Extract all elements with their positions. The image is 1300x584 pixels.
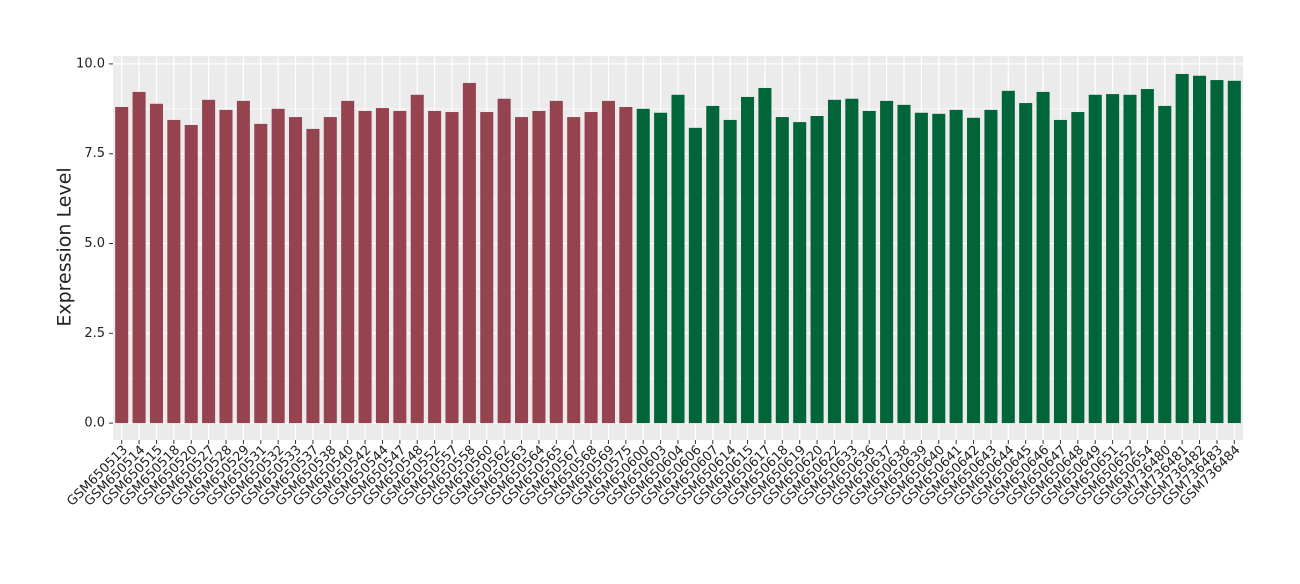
bar <box>706 105 720 424</box>
bar <box>358 110 372 424</box>
bar <box>1071 112 1085 424</box>
bar <box>1193 75 1207 424</box>
bar <box>532 110 546 424</box>
bar <box>497 98 511 424</box>
bar <box>1210 80 1224 424</box>
y-tick-label: 2.5 <box>84 326 105 341</box>
bar <box>827 99 841 424</box>
y-tick-label: 5.0 <box>84 236 105 251</box>
bar <box>671 94 685 424</box>
bar <box>1140 89 1154 424</box>
bar <box>271 108 285 424</box>
bar <box>862 110 876 424</box>
bar <box>636 108 650 424</box>
bar <box>254 123 268 424</box>
bar <box>236 100 250 424</box>
bar <box>323 117 337 424</box>
bar <box>1001 90 1015 424</box>
bar <box>880 100 894 424</box>
bar <box>949 109 963 424</box>
bar <box>897 104 911 424</box>
y-tick-label: 7.5 <box>84 146 105 161</box>
bar <box>306 128 320 424</box>
bar <box>549 100 563 424</box>
bar <box>793 122 807 424</box>
bar <box>567 117 581 424</box>
y-tick-label: 0.0 <box>84 416 105 431</box>
bar <box>410 94 424 424</box>
bar <box>810 115 824 424</box>
bar <box>775 117 789 424</box>
bar <box>341 100 355 424</box>
bar <box>132 91 146 424</box>
bar <box>601 100 615 424</box>
bar <box>1227 80 1241 424</box>
bar <box>1019 103 1033 424</box>
bar <box>723 119 737 424</box>
bar <box>184 124 198 424</box>
bar <box>289 117 303 424</box>
y-tick-label: 10.0 <box>76 56 105 71</box>
bar <box>845 98 859 424</box>
y-axis-title: Expression Level <box>54 167 76 326</box>
bar <box>688 127 702 424</box>
bar <box>584 112 598 424</box>
bar <box>202 99 216 424</box>
bar <box>428 110 442 424</box>
bar <box>967 117 981 424</box>
bar <box>932 113 946 424</box>
bar <box>149 103 163 424</box>
bar <box>515 117 529 424</box>
bar <box>1123 94 1137 424</box>
bar <box>1088 94 1102 424</box>
bar <box>758 87 772 424</box>
bar <box>219 109 233 424</box>
bar <box>115 107 129 424</box>
bar <box>445 112 459 424</box>
bar <box>375 108 389 424</box>
bar <box>1158 105 1172 424</box>
bar <box>1053 119 1067 424</box>
bar <box>480 112 494 424</box>
bar <box>654 112 668 424</box>
bar <box>1036 91 1050 424</box>
bar <box>167 119 181 424</box>
bar <box>741 96 755 424</box>
bar <box>1106 94 1120 424</box>
bar <box>984 109 998 424</box>
bar <box>462 82 476 424</box>
bar <box>1175 73 1189 424</box>
bar <box>914 112 928 424</box>
bar <box>393 110 407 424</box>
bar <box>619 107 633 424</box>
